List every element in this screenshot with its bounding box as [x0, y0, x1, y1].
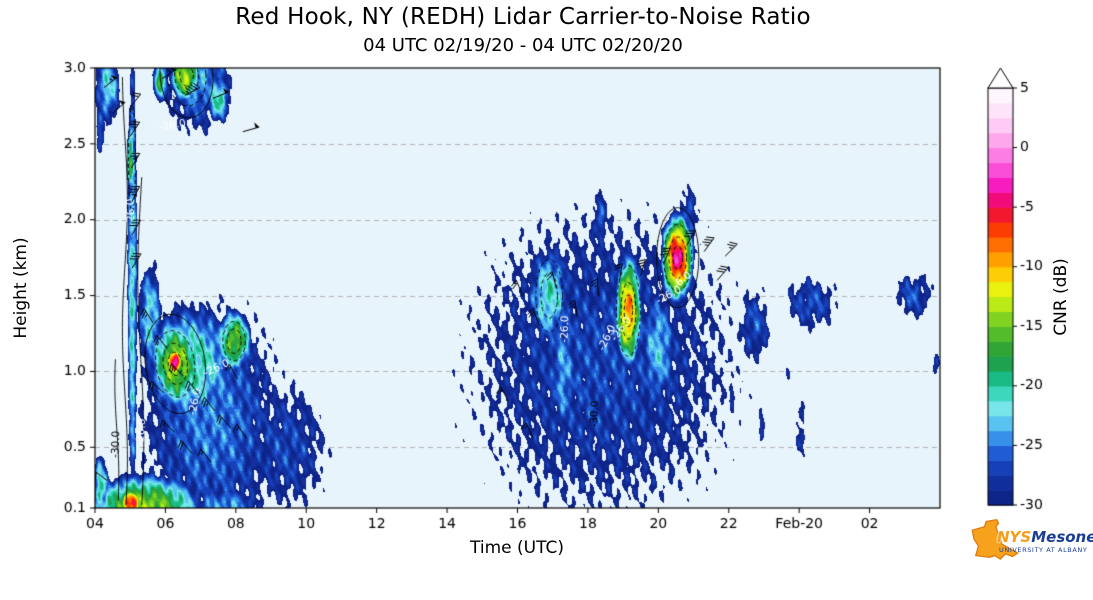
chart-subtitle: 04 UTC 02/19/20 - 04 UTC 02/20/20: [363, 35, 683, 56]
ny-state-icon: [971, 519, 1020, 560]
logo-name-suffix: Mesonet: [1031, 528, 1093, 546]
colorbar-label: CNR (dB): [1051, 258, 1071, 336]
logo-name: NYSMesonet: [997, 528, 1093, 546]
chart-title: Red Hook, NY (REDH) Lidar Carrier-to-Noi…: [235, 4, 811, 30]
logo-tagline: UNIVERSITY AT ALBANY: [999, 546, 1088, 554]
nysmesonet-logo: NYSMesonet UNIVERSITY AT ALBANY: [963, 512, 1093, 592]
y-axis-label: Height (km): [11, 237, 31, 339]
x-axis-label: Time (UTC): [470, 538, 564, 558]
logo-name-prefix: NYS: [997, 528, 1032, 546]
